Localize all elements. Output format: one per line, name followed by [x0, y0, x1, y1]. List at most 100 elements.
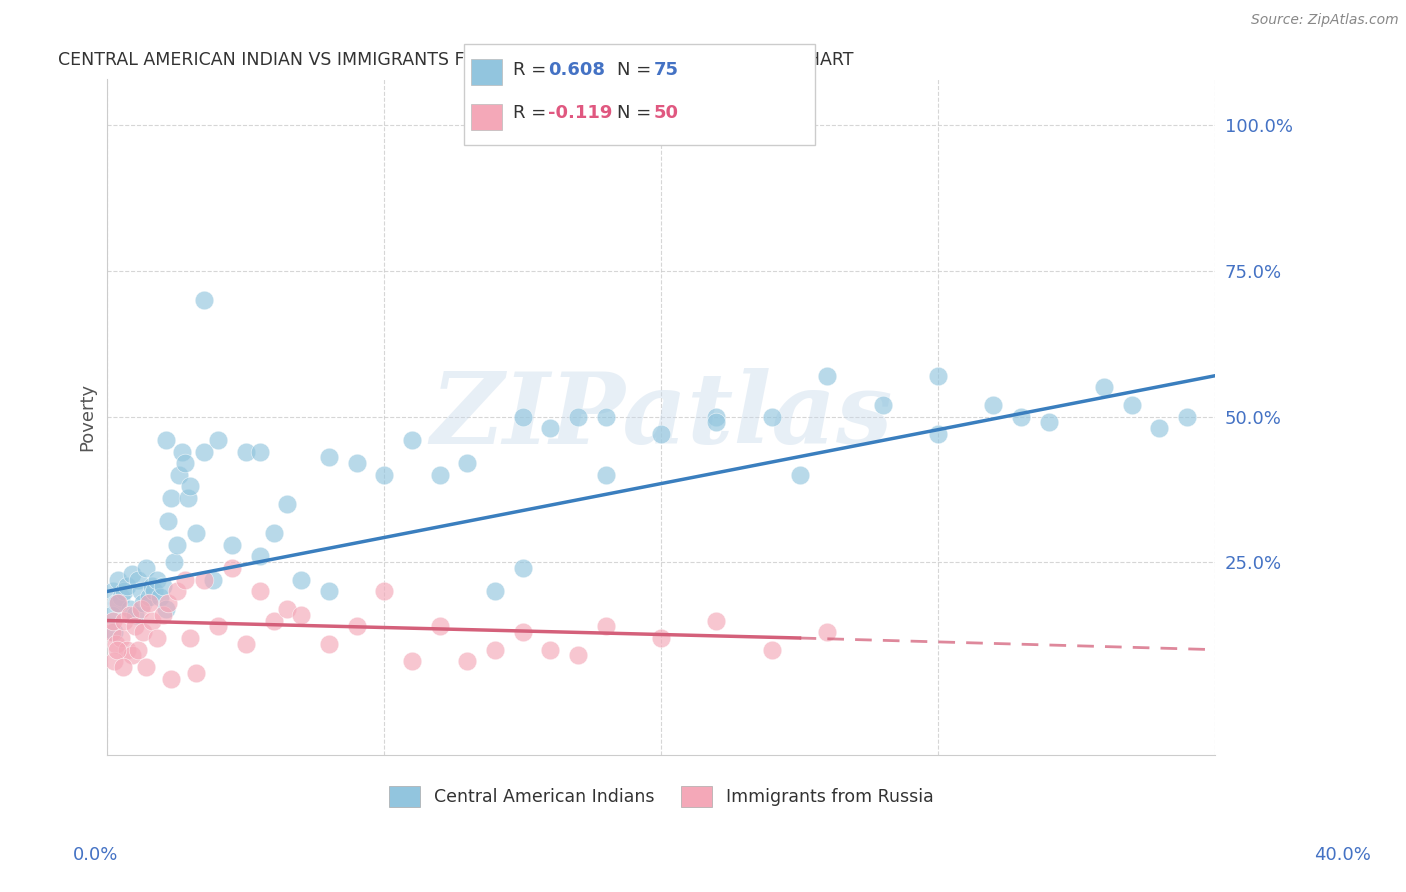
Point	[157, 515, 180, 529]
Point	[124, 619, 146, 633]
Point	[107, 573, 129, 587]
Point	[193, 444, 215, 458]
Point	[221, 561, 243, 575]
Point	[129, 584, 152, 599]
Point	[401, 433, 423, 447]
Point	[110, 591, 132, 605]
Point	[373, 467, 395, 482]
Point	[127, 573, 149, 587]
Point	[107, 596, 129, 610]
Point	[346, 456, 368, 470]
Point	[1092, 380, 1115, 394]
Point	[290, 607, 312, 622]
Point	[1175, 409, 1198, 424]
Point	[105, 596, 128, 610]
Point	[115, 578, 138, 592]
Point	[484, 584, 506, 599]
Point	[193, 293, 215, 307]
Point	[650, 427, 672, 442]
Point	[118, 602, 141, 616]
Point	[207, 619, 229, 633]
Point	[174, 456, 197, 470]
Point	[650, 631, 672, 645]
Point	[184, 526, 207, 541]
Text: R =: R =	[513, 104, 553, 122]
Point	[143, 584, 166, 599]
Text: ZIPatlas: ZIPatlas	[430, 368, 893, 465]
Point	[146, 631, 169, 645]
Point	[927, 368, 949, 383]
Point	[1149, 421, 1171, 435]
Point	[121, 648, 143, 663]
Point	[132, 596, 155, 610]
Point	[110, 631, 132, 645]
Point	[127, 642, 149, 657]
Point	[104, 637, 127, 651]
Point	[538, 421, 561, 435]
Point	[138, 596, 160, 610]
Point	[152, 607, 174, 622]
Point	[815, 368, 838, 383]
Text: Source: ZipAtlas.com: Source: ZipAtlas.com	[1251, 13, 1399, 28]
Point	[129, 602, 152, 616]
Point	[138, 591, 160, 605]
Text: 75: 75	[654, 62, 679, 79]
Point	[118, 607, 141, 622]
Y-axis label: Poverty: Poverty	[79, 383, 96, 450]
Point	[567, 409, 589, 424]
Point	[595, 409, 617, 424]
Point	[249, 444, 271, 458]
Point	[101, 584, 124, 599]
Point	[706, 409, 728, 424]
Point	[761, 642, 783, 657]
Point	[595, 619, 617, 633]
Point	[567, 648, 589, 663]
Point	[112, 614, 135, 628]
Point	[512, 409, 534, 424]
Point	[155, 433, 177, 447]
Point	[132, 625, 155, 640]
Point	[263, 526, 285, 541]
Point	[235, 444, 257, 458]
Point	[789, 467, 811, 482]
Point	[761, 409, 783, 424]
Point	[124, 607, 146, 622]
Point	[1010, 409, 1032, 424]
Point	[100, 625, 122, 640]
Point	[135, 660, 157, 674]
Text: 40.0%: 40.0%	[1315, 846, 1371, 863]
Point	[201, 573, 224, 587]
Point	[512, 625, 534, 640]
Point	[104, 596, 127, 610]
Point	[401, 654, 423, 668]
Point	[103, 654, 125, 668]
Point	[193, 573, 215, 587]
Point	[157, 596, 180, 610]
Point	[276, 602, 298, 616]
Point	[872, 398, 894, 412]
Point	[166, 584, 188, 599]
Text: 0.608: 0.608	[548, 62, 606, 79]
Point	[179, 479, 201, 493]
Point	[101, 614, 124, 628]
Text: N =: N =	[617, 104, 657, 122]
Point	[249, 549, 271, 564]
Point	[149, 591, 172, 605]
Point	[103, 625, 125, 640]
Point	[135, 561, 157, 575]
Point	[815, 625, 838, 640]
Point	[512, 561, 534, 575]
Point	[160, 672, 183, 686]
Point	[1121, 398, 1143, 412]
Point	[176, 491, 198, 505]
Point	[983, 398, 1005, 412]
Point	[263, 614, 285, 628]
Point	[179, 631, 201, 645]
Point	[163, 555, 186, 569]
Point	[318, 584, 340, 599]
Point	[100, 607, 122, 622]
Point	[235, 637, 257, 651]
Point	[160, 491, 183, 505]
Legend: Central American Indians, Immigrants from Russia: Central American Indians, Immigrants fro…	[382, 780, 941, 814]
Point	[146, 573, 169, 587]
